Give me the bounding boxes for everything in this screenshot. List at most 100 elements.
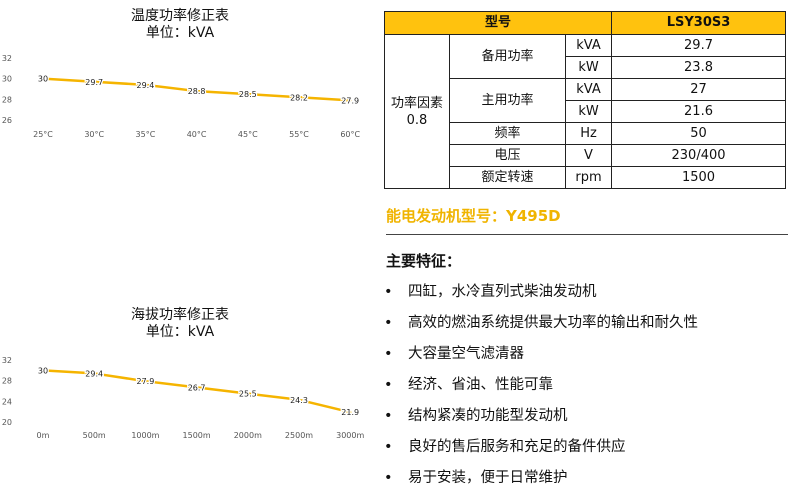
spec-header-row: 型号 LSY30S3 (383, 11, 786, 35)
data-point (349, 410, 352, 414)
x-tick-label: 1500m (183, 431, 211, 440)
x-tick-label: 40°C (187, 130, 207, 139)
bullet: • (384, 377, 393, 393)
data-point (195, 386, 198, 389)
spec-row: kW 23.8 (385, 56, 786, 79)
feature-text: 四缸，水冷直列式柴油发动机 (408, 284, 597, 300)
prime-power-label: 主用功率 (449, 78, 566, 123)
chart-title: 海拔功率修正表 (131, 307, 229, 323)
x-tick-label: 500m (83, 431, 106, 440)
unit-cell: Hz (564, 122, 613, 145)
value-cell: 29.7 (611, 34, 786, 57)
spec-row: kW 21.6 (385, 100, 786, 123)
y-tick-label: 28 (2, 377, 12, 386)
feature-text: 高效的燃油系统提供最大功率的输出和耐久性 (408, 315, 698, 331)
x-tick-label: 35°C (136, 130, 156, 139)
spec-table: 型号 LSY30S3 功率因素 0.8 备用功率 kVA 29.7 kW 23.… (383, 11, 786, 189)
y-tick-label: 32 (2, 54, 12, 63)
speed-label: 额定转速 (449, 166, 566, 189)
spec-row: 频率 Hz 50 (385, 122, 786, 145)
list-item: • 经济、省油、性能可靠 (384, 375, 698, 406)
list-item: • 四缸，水冷直列式柴油发动机 (384, 282, 698, 313)
unit-cell: kVA (564, 34, 613, 57)
y-tick-label: 28 (2, 95, 12, 104)
data-label: 29.7 (85, 78, 103, 87)
y-tick-label: 24 (2, 397, 12, 406)
list-item: • 高效的燃油系统提供最大功率的输出和耐久性 (384, 313, 698, 344)
y-tick-label: 30 (2, 75, 12, 84)
y-tick-label: 32 (2, 356, 12, 365)
chart-subtitle: 单位：kVA (145, 324, 215, 340)
chart-title: 温度功率修正表 (131, 8, 229, 24)
data-point (93, 372, 96, 375)
data-label: 29.4 (136, 81, 154, 90)
data-label: 28.2 (290, 93, 308, 102)
x-tick-label: 55°C (289, 130, 309, 139)
altitude-chart-plot: 20 24 28 32 30 0m 29.4 500m 27.9 1000m 26.7 1500m 25… (2, 356, 365, 440)
features-title: 主要特征： (386, 252, 462, 270)
list-item: • 结构紧凑的功能型发动机 (384, 406, 698, 437)
value-cell: 50 (611, 122, 786, 145)
data-point (349, 99, 352, 102)
spec-row: 主用功率 kVA 27 (385, 78, 786, 123)
feature-text: 结构紧凑的功能型发动机 (408, 408, 568, 424)
x-tick-label: 2000m (234, 431, 262, 440)
x-tick-label: 30°C (84, 130, 104, 139)
data-label: 27.9 (341, 96, 359, 105)
data-label: 27.9 (136, 377, 154, 386)
bullet: • (384, 408, 393, 424)
x-tick-label: 3000m (336, 431, 364, 440)
unit-cell: kVA (564, 78, 613, 101)
x-tick-label: 45°C (238, 130, 258, 139)
data-label: 29.4 (85, 369, 103, 378)
bullet: • (384, 470, 393, 486)
engine-model: 能电发动机型号：Y495D (386, 207, 561, 225)
unit-cell: kW (564, 100, 613, 123)
feature-text: 经济、省油、性能可靠 (408, 377, 553, 393)
data-point (41, 77, 45, 80)
value-cell: 1500 (611, 166, 786, 189)
data-point (93, 80, 96, 83)
unit-cell: kW (564, 56, 613, 79)
data-point (297, 96, 301, 99)
data-label: 24.3 (290, 396, 308, 405)
spec-row: 功率因素 0.8 备用功率 kVA 29.7 (384, 34, 786, 189)
feature-text: 易于安装，便于日常维护 (408, 470, 568, 486)
value-cell: 230/400 (611, 144, 786, 167)
x-tick-label: 0m (37, 431, 50, 440)
voltage-label: 电压 (449, 144, 566, 167)
feature-text: 大容量空气滤清器 (408, 346, 524, 362)
spec-row: 额定转速 rpm 1500 (385, 166, 786, 189)
data-label: 30 (38, 75, 48, 84)
list-item: • 大容量空气滤清器 (384, 344, 698, 375)
unit-cell: rpm (564, 166, 613, 189)
value-cell: 27 (611, 78, 786, 101)
divider (386, 234, 788, 235)
model-value: LSY30S3 (611, 11, 786, 35)
x-tick-label: 2500m (285, 431, 313, 440)
x-tick-label: 25°C (33, 130, 53, 139)
frequency-label: 频率 (449, 122, 566, 145)
temperature-chart-plot: 26 28 30 32 30 25°C 29.7 30°C 29.4 35°C 28.8 40°C 28… (2, 54, 361, 139)
y-tick-label: 26 (2, 116, 12, 125)
data-label: 26.7 (188, 383, 206, 392)
data-point (144, 83, 147, 87)
data-label: 30 (38, 366, 48, 375)
chart-subtitle: 单位：kVA (145, 25, 215, 41)
data-point (246, 92, 249, 96)
data-label: 25.5 (239, 390, 257, 399)
feature-text: 良好的售后服务和充足的备件供应 (408, 439, 626, 455)
spec-row: 电压 V 230/400 (385, 144, 786, 167)
unit-cell: V (564, 144, 613, 167)
y-tick-label: 20 (2, 418, 12, 427)
altitude-chart: 海拔功率修正表 单位：kVA 20 24 28 32 30 0m 29.4 500m 27.9 1… (0, 300, 380, 450)
data-label: 21.9 (341, 408, 359, 417)
bullet: • (384, 284, 393, 300)
data-point (195, 89, 198, 93)
list-item: • 良好的售后服务和充足的备件供应 (384, 437, 698, 468)
data-point (41, 369, 45, 372)
x-tick-label: 1000m (131, 431, 159, 440)
bullet: • (384, 439, 393, 455)
features-list: • 四缸，水冷直列式柴油发动机 • 高效的燃油系统提供最大功率的输出和耐久性 • 大容… (384, 282, 698, 499)
temperature-chart: 温度功率修正表 单位：kVA 26 28 30 32 30 25°C 29.7 30°C 29.… (0, 0, 380, 150)
